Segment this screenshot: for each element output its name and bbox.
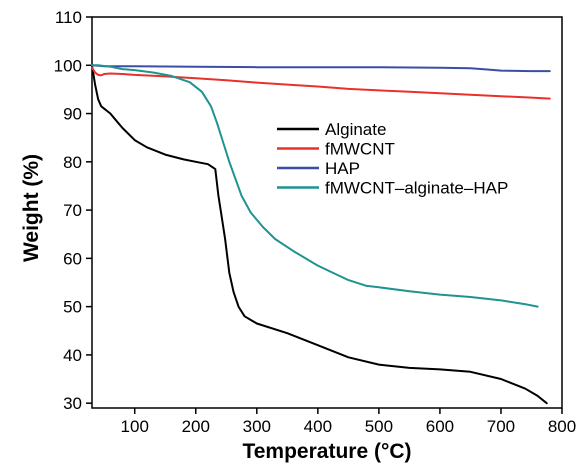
x-tick-label: 300 — [243, 417, 271, 436]
x-tick-label: 200 — [182, 417, 210, 436]
legend-label: fMWCNT–alginate–HAP — [325, 179, 508, 198]
x-tick-label: 800 — [548, 417, 576, 436]
y-tick-label: 110 — [55, 8, 82, 27]
x-axis-title: Temperature (°C) — [242, 440, 411, 463]
plot-border — [91, 16, 563, 409]
series-layer — [91, 64, 551, 405]
series-line-fmwcnt-alginate-hap — [91, 64, 539, 308]
y-tick-label: 30 — [63, 394, 82, 413]
y-tick-label: 40 — [63, 346, 82, 365]
legend-label: Alginate — [325, 120, 386, 139]
x-tick-label: 600 — [426, 417, 454, 436]
x-tick-label: 700 — [487, 417, 515, 436]
legend-label: HAP — [325, 159, 360, 178]
series-line-fmwcnt — [91, 66, 551, 100]
y-axis-ticks: 30 40 50 60 70 80 90 100 110 — [54, 8, 92, 413]
y-tick-label: 50 — [63, 298, 82, 317]
x-axis-ticks: 100 200 300 400 500 600 700 800 — [121, 408, 576, 436]
series-line-alginate — [91, 64, 548, 405]
x-tick-label: 100 — [121, 417, 149, 436]
y-axis-title: Weight (%) — [20, 154, 43, 262]
y-tick-label: 80 — [63, 153, 82, 172]
x-tick-label: 500 — [365, 417, 393, 436]
y-tick-label: 100 — [54, 56, 82, 75]
legend-label: fMWCNT — [325, 140, 395, 159]
plot-frame — [91, 16, 563, 409]
y-tick-label: 60 — [63, 249, 82, 268]
series-line-hap — [91, 64, 551, 73]
y-tick-label: 70 — [63, 201, 82, 220]
y-tick-label: 90 — [63, 105, 82, 124]
x-tick-label: 400 — [304, 417, 332, 436]
